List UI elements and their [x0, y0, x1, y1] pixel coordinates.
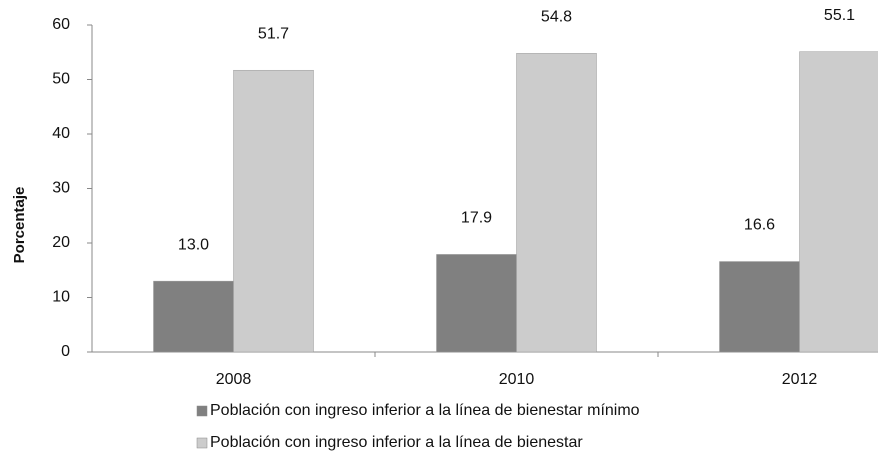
bar: [233, 69, 314, 353]
value-label: 55.1: [824, 7, 855, 24]
x-tick-label: 2008: [216, 371, 252, 388]
bar: [799, 51, 878, 353]
bar: [516, 53, 597, 353]
value-label: 54.8: [541, 9, 572, 26]
y-tick-label: 60: [52, 16, 70, 33]
legend-swatch: [196, 405, 208, 417]
legend-label: Población con ingreso inferior a la líne…: [210, 402, 640, 419]
legend-label: Población con ingreso inferior a la líne…: [210, 434, 583, 451]
value-label: 13.0: [178, 236, 209, 253]
value-label: 16.6: [744, 217, 775, 234]
value-label: 17.9: [461, 210, 492, 227]
y-tick-label: 0: [61, 343, 70, 360]
x-tick-label: 2010: [499, 371, 535, 388]
y-tick-label: 50: [52, 71, 70, 88]
y-tick-label: 10: [52, 289, 70, 306]
value-label: 51.7: [258, 25, 289, 42]
bar: [719, 261, 800, 353]
bar: [153, 280, 234, 353]
bar: [436, 254, 517, 353]
y-tick-label: 40: [52, 125, 70, 142]
y-axis-label: Porcentaje: [11, 187, 28, 264]
x-tick-label: 2012: [782, 371, 818, 388]
y-tick-label: 20: [52, 234, 70, 251]
y-tick-label: 30: [52, 180, 70, 197]
legend-swatch: [196, 437, 208, 449]
